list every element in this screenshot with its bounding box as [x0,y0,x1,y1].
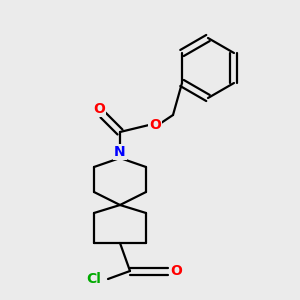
Text: N: N [114,145,126,159]
Text: Cl: Cl [87,272,101,286]
Text: O: O [93,102,105,116]
Text: O: O [149,118,161,132]
Text: O: O [170,264,182,278]
